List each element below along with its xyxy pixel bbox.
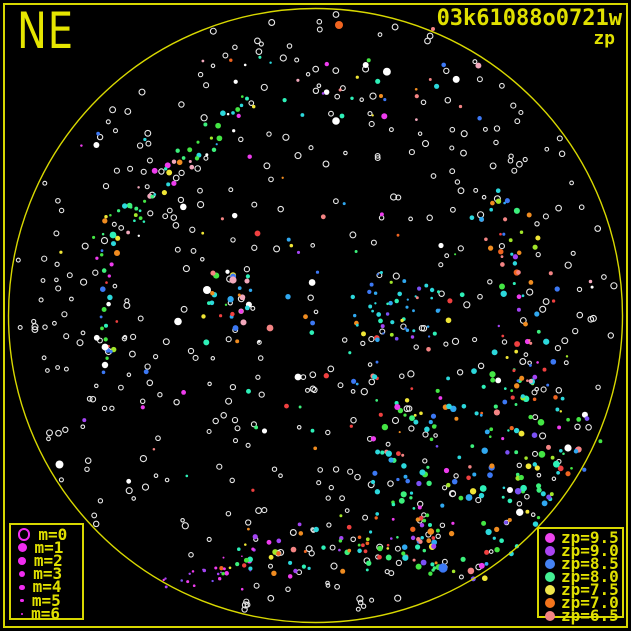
legend-row: zp=6.5: [539, 605, 622, 625]
legend-marker-icon: [545, 545, 555, 556]
legend-marker-icon: [545, 558, 555, 569]
legend-marker-icon: [19, 584, 25, 590]
legend-marker-icon: [17, 543, 27, 553]
legend-label: m=1: [34, 537, 64, 557]
legend-label: m=3: [33, 564, 63, 584]
legend-row: zp=9.0: [539, 540, 622, 560]
plot-title: 03k61088o0721w: [436, 6, 622, 31]
legend-row: zp=7.5: [539, 579, 622, 599]
legend-row: zp=7.0: [539, 592, 622, 612]
legend-marker-icon: [545, 532, 555, 543]
legend-row: zp=8.5: [539, 553, 622, 573]
legend-row: m=3: [11, 564, 82, 584]
legend-row: zp=9.5: [539, 527, 622, 547]
corner-label: NE: [17, 2, 74, 60]
legend-label: m=6: [31, 603, 60, 623]
legend-marker-icon: [545, 610, 555, 621]
legend-row: m=2: [11, 550, 82, 570]
legend-marker-icon: [545, 571, 555, 582]
legend-label: zp=7.0: [561, 592, 619, 612]
legend-marker-icon: [18, 557, 26, 565]
legend-row: m=6: [11, 603, 82, 623]
legend-label: m=4: [32, 577, 62, 597]
legend-marker-icon: [17, 528, 31, 541]
legend-marker-icon: [545, 597, 555, 608]
legend-label: m=5: [31, 590, 61, 610]
legend-label: zp=9.5: [561, 527, 619, 547]
legend-label: zp=7.5: [561, 579, 619, 599]
legend-row: m=4: [11, 577, 82, 597]
legend-row: m=0: [11, 524, 82, 544]
legend-marker-icon: [18, 570, 26, 578]
legend-row: m=5: [11, 590, 82, 610]
legend-marker-icon: [545, 584, 555, 595]
legend-marker-icon: [20, 612, 24, 615]
zeropoint-legend: zp=9.5 zp=9.0 zp=8.5 zp=8.0 zp=7.5 zp=7.0 zp=6…: [537, 527, 624, 623]
legend-label: zp=9.0: [561, 540, 619, 560]
legend-label: zp=6.5: [561, 605, 619, 625]
horizon-circle: [7, 7, 624, 624]
legend-marker-icon: [20, 598, 24, 603]
legend-label: zp=8.5: [561, 553, 619, 573]
colorbar-label: zp: [593, 28, 615, 49]
magnitude-legend: m=0 m=1 m=2 m=3 m=4 m=5 m=6: [9, 523, 84, 623]
legend-label: m=0: [38, 524, 68, 544]
legend-label: m=2: [33, 550, 63, 570]
legend-row: zp=8.0: [539, 566, 622, 586]
legend-label: zp=8.0: [561, 566, 619, 586]
legend-row: m=1: [11, 537, 82, 557]
